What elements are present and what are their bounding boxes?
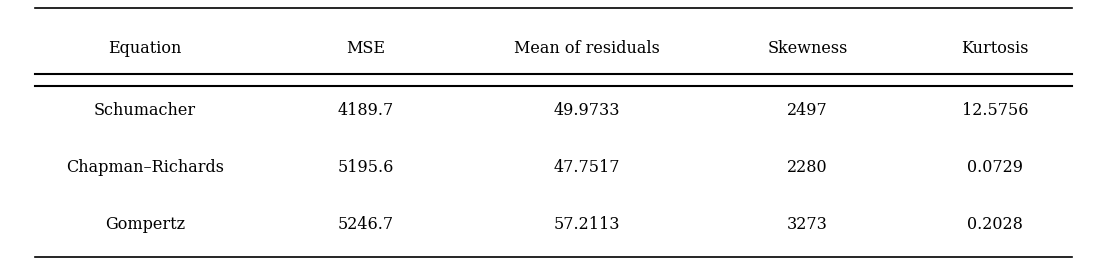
Text: 3273: 3273 [787, 216, 828, 233]
Text: Equation: Equation [108, 40, 182, 57]
Text: MSE: MSE [346, 40, 385, 57]
Text: Gompertz: Gompertz [105, 216, 185, 233]
Text: Kurtosis: Kurtosis [962, 40, 1028, 57]
Text: Schumacher: Schumacher [94, 102, 196, 119]
Text: Chapman–Richards: Chapman–Richards [66, 159, 224, 176]
Text: 2280: 2280 [787, 159, 828, 176]
Text: 47.7517: 47.7517 [554, 159, 620, 176]
Text: 49.9733: 49.9733 [554, 102, 620, 119]
Text: 5195.6: 5195.6 [338, 159, 394, 176]
Text: 12.5756: 12.5756 [962, 102, 1028, 119]
Text: Mean of residuals: Mean of residuals [514, 40, 660, 57]
Text: Skewness: Skewness [767, 40, 848, 57]
Text: 0.0729: 0.0729 [968, 159, 1023, 176]
Text: 2497: 2497 [787, 102, 828, 119]
Text: 57.2113: 57.2113 [554, 216, 620, 233]
Text: 4189.7: 4189.7 [338, 102, 394, 119]
Text: 5246.7: 5246.7 [338, 216, 394, 233]
Text: 0.2028: 0.2028 [968, 216, 1023, 233]
